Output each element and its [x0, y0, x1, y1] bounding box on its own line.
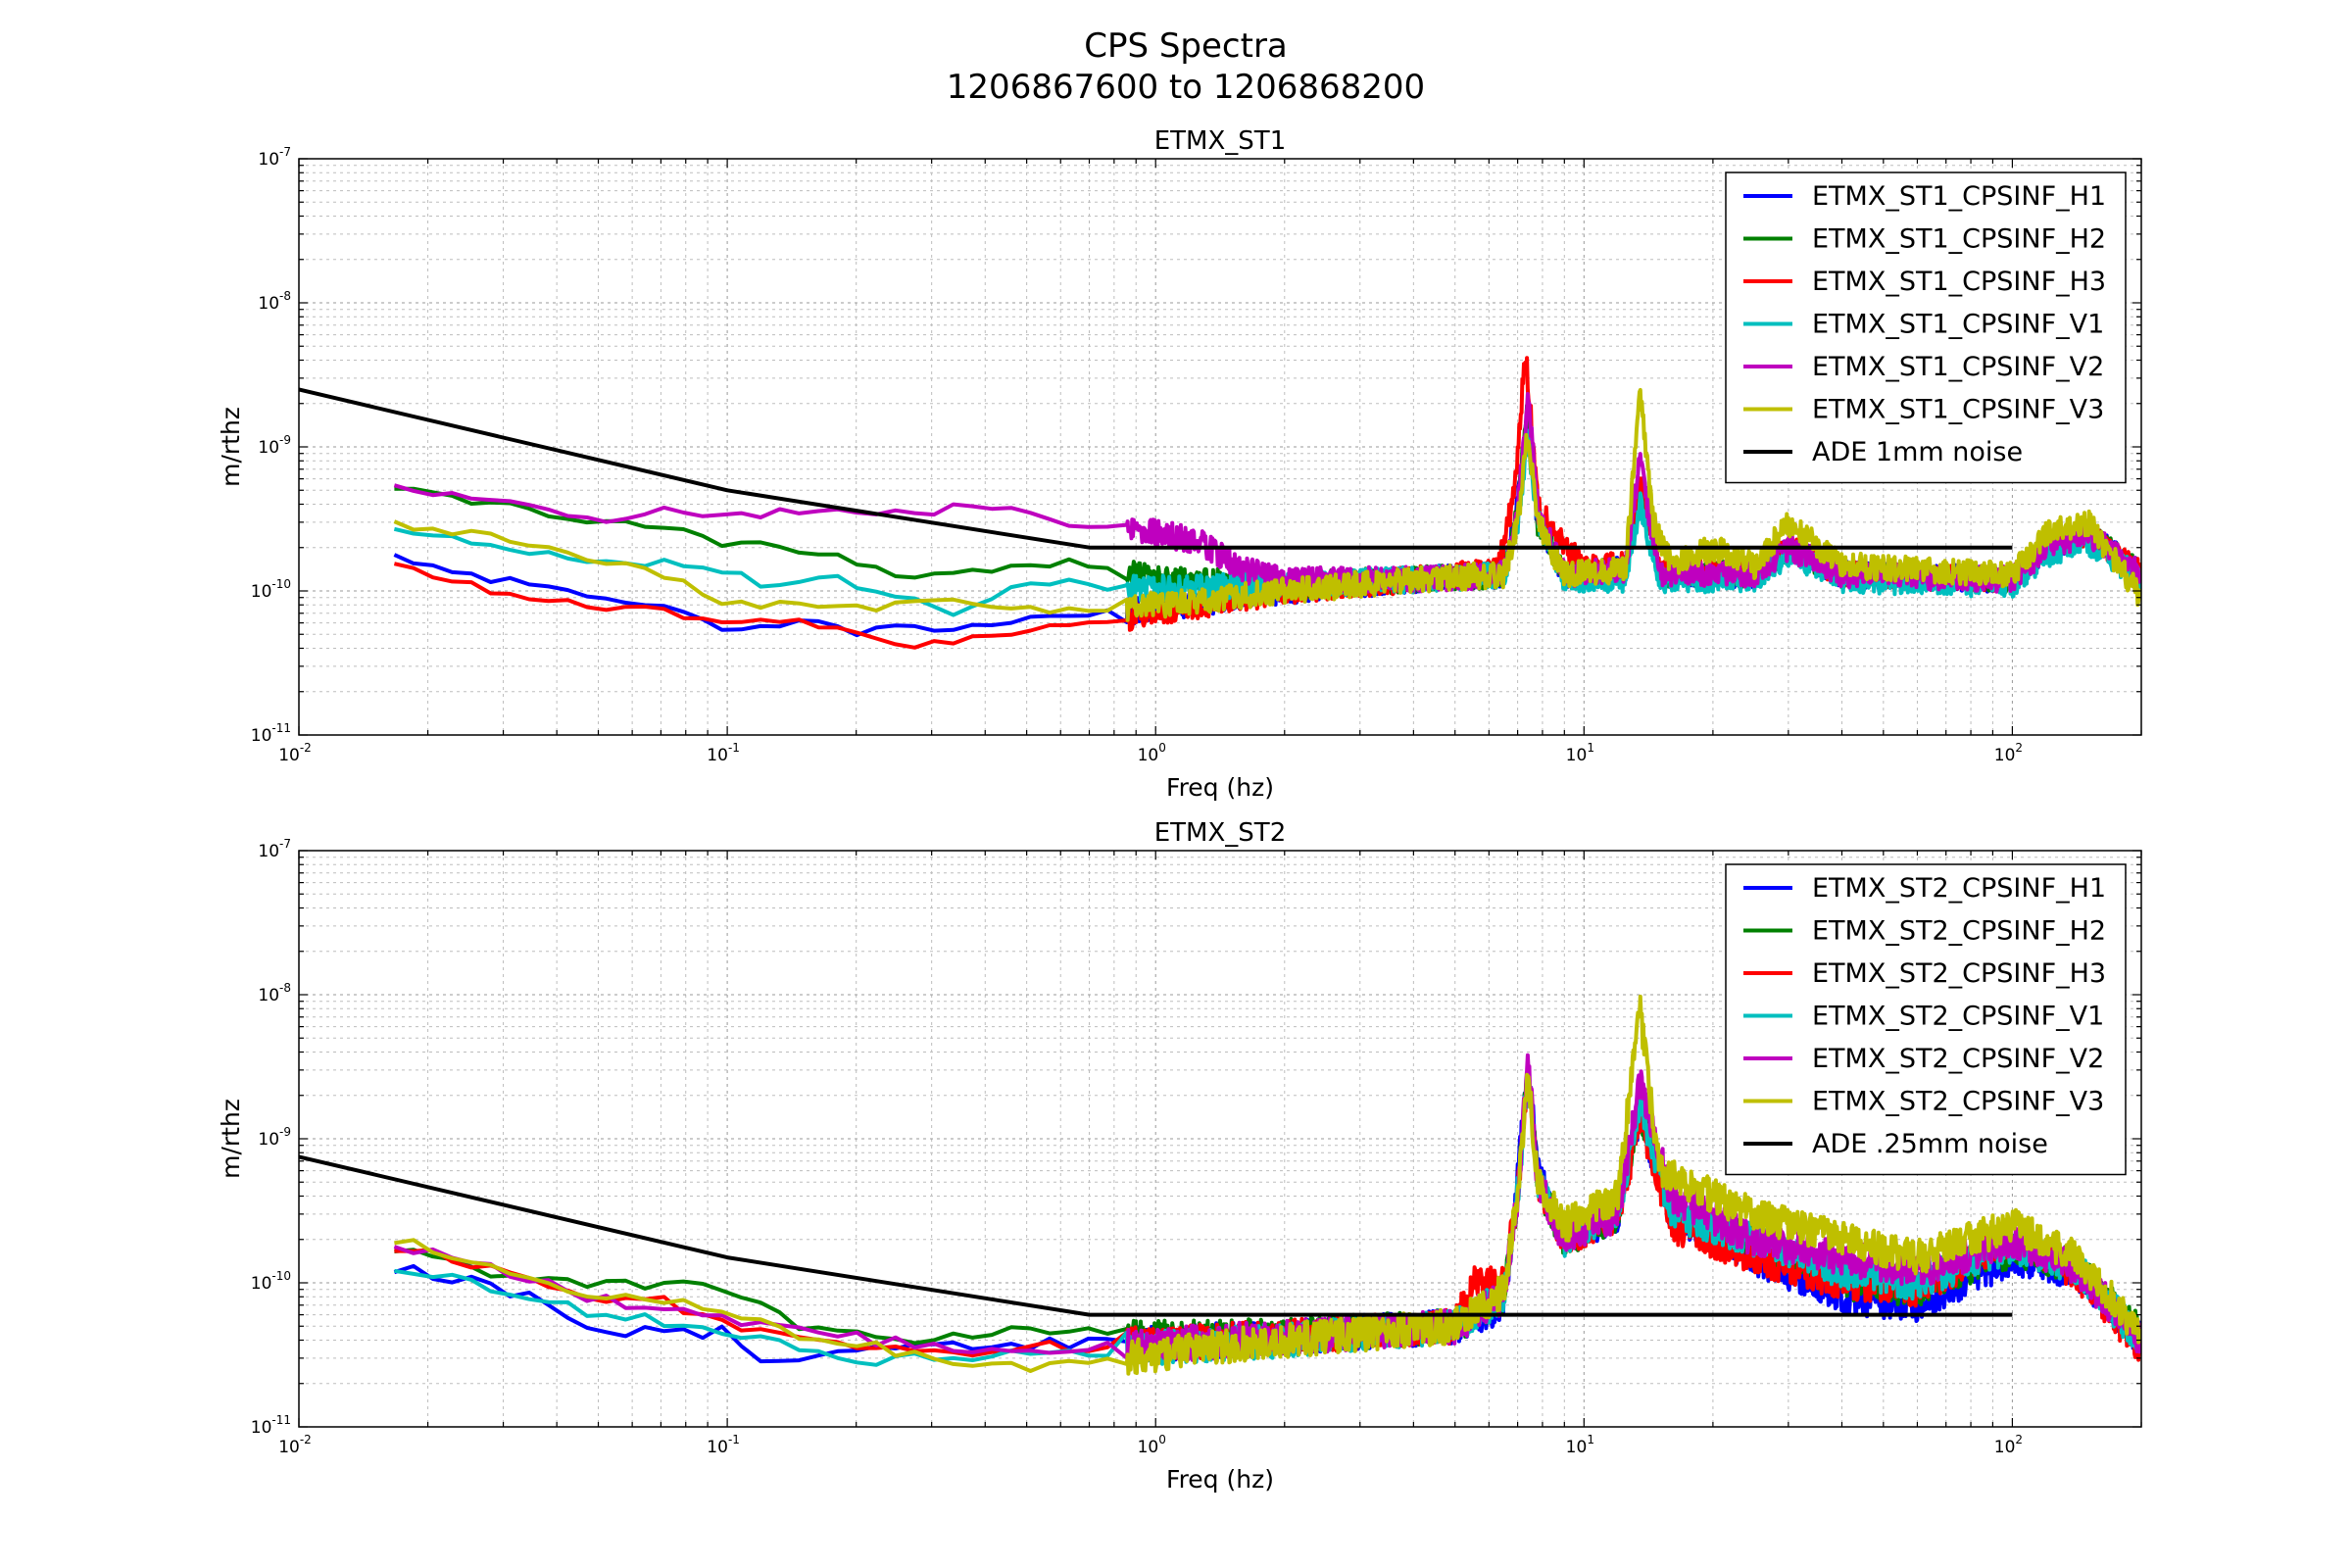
legend-item-etmx-st2-cpsinf-h1: ETMX_ST2_CPSINF_H1 — [1743, 873, 2106, 904]
x-tick-label: 10-1 — [707, 1433, 740, 1457]
legend: ETMX_ST1_CPSINF_H1 ETMX_ST1_CPSINF_H2 ETMX… — [1725, 172, 2127, 484]
series-group — [299, 356, 2141, 650]
x-tick-label: 10-2 — [278, 741, 312, 765]
series-line-etmx-st1-cpsinf-v3 — [393, 387, 2141, 622]
x-tick-label: 100 — [1138, 1433, 1166, 1457]
legend-item-etmx-st2-cpsinf-h2: ETMX_ST2_CPSINF_H2 — [1743, 916, 2106, 947]
x-tick-label: 101 — [1566, 741, 1594, 765]
subplot-title: ETMX_ST2 — [1154, 818, 1286, 848]
y-tick-label: 10-10 — [251, 577, 291, 602]
x-tick-label: 10-1 — [707, 741, 740, 765]
legend-label: ETMX_ST1_CPSINF_V3 — [1812, 395, 2104, 425]
legend-label: ADE .25mm noise — [1812, 1129, 2048, 1159]
legend-label: ETMX_ST1_CPSINF_H3 — [1812, 267, 2106, 297]
y-tick-label: 10-7 — [258, 145, 291, 170]
legend-label: ADE 1mm noise — [1812, 437, 2023, 467]
y-tick-label: 10-10 — [251, 1269, 291, 1294]
legend-label: ETMX_ST1_CPSINF_H1 — [1812, 181, 2106, 212]
figure-title-line1: CPS Spectra — [1084, 26, 1288, 66]
x-tick-label: 102 — [1994, 1433, 2023, 1457]
y-tick-label: 10-11 — [251, 721, 291, 746]
legend-label: ETMX_ST2_CPSINF_V2 — [1812, 1044, 2104, 1074]
subplot-title: ETMX_ST1 — [1154, 126, 1286, 156]
y-tick-label: 10-7 — [258, 837, 291, 861]
legend-item-etmx-st1-cpsinf-v1: ETMX_ST1_CPSINF_V1 — [1743, 310, 2104, 340]
legend-box — [1725, 172, 2127, 484]
x-tick-label: 102 — [1994, 741, 2023, 765]
y-axis-label: m/rthz — [217, 407, 245, 487]
ticks — [298, 158, 2142, 736]
legend-label: ETMX_ST1_CPSINF_H2 — [1812, 224, 2106, 255]
legend-item-etmx-st2-cpsinf-v2: ETMX_ST2_CPSINF_V2 — [1743, 1044, 2104, 1074]
legend: ETMX_ST2_CPSINF_H1 ETMX_ST2_CPSINF_H2 ETMX… — [1725, 863, 2127, 1176]
legend-item-etmx-st1-cpsinf-h3: ETMX_ST1_CPSINF_H3 — [1743, 267, 2106, 297]
x-axis-label: Freq (hz) — [1166, 1465, 1274, 1494]
legend-label: ETMX_ST2_CPSINF_V1 — [1812, 1002, 2104, 1032]
x-tick-label: 10-2 — [278, 1433, 312, 1457]
legend-item-etmx-st1-cpsinf-v3: ETMX_ST1_CPSINF_V3 — [1743, 395, 2104, 425]
legend-label: ETMX_ST1_CPSINF_V2 — [1812, 352, 2104, 382]
series-line-ade-1mm-noise — [299, 387, 2013, 550]
y-axis-label: m/rthz — [217, 1099, 245, 1179]
x-tick-label: 100 — [1138, 741, 1166, 765]
legend-label: ETMX_ST2_CPSINF_H1 — [1812, 873, 2106, 904]
legend-label: ETMX_ST2_CPSINF_H3 — [1812, 958, 2106, 989]
subplot-etmx-st2: 10-2 10-1 100 101 102 10-11 10-10 10-9 10-8 10-7 E… — [217, 818, 2142, 1494]
figure-title-line2: 1206867600 to 1206868200 — [947, 68, 1425, 107]
legend-item-etmx-st2-cpsinf-v1: ETMX_ST2_CPSINF_V1 — [1743, 1002, 2104, 1032]
series-line-etmx-st2-cpsinf-v3 — [394, 994, 2141, 1376]
legend-item-etmx-st2-cpsinf-v3: ETMX_ST2_CPSINF_V3 — [1743, 1087, 2104, 1117]
legend-item-etmx-st1-cpsinf-h2: ETMX_ST1_CPSINF_H2 — [1743, 224, 2106, 255]
subplot-etmx-st1: 10-2 10-1 100 101 102 10-11 10-10 10-9 10-8 10-7 E… — [217, 126, 2142, 802]
legend-item-etmx-st1-cpsinf-h1: ETMX_ST1_CPSINF_H1 — [1743, 181, 2106, 212]
series-line-ade-25mm-noise — [299, 1154, 2013, 1317]
legend-item-etmx-st1-cpsinf-v2: ETMX_ST1_CPSINF_V2 — [1743, 352, 2104, 382]
y-tick-label: 10-11 — [251, 1413, 291, 1438]
legend-label: ETMX_ST2_CPSINF_V3 — [1812, 1087, 2104, 1117]
series-group — [299, 994, 2141, 1376]
legend-item-ade-1mm-noise: ADE 1mm noise — [1743, 437, 2023, 467]
legend-label: ETMX_ST2_CPSINF_H2 — [1812, 916, 2106, 947]
legend-box — [1725, 863, 2127, 1176]
legend-item-ade-25mm-noise: ADE .25mm noise — [1743, 1129, 2048, 1159]
y-tick-label: 10-9 — [258, 433, 291, 458]
x-tick-label: 101 — [1566, 1433, 1594, 1457]
legend-item-etmx-st2-cpsinf-h3: ETMX_ST2_CPSINF_H3 — [1743, 958, 2106, 989]
y-tick-label: 10-9 — [258, 1125, 291, 1150]
ticks — [298, 850, 2142, 1428]
y-tick-label: 10-8 — [258, 289, 291, 314]
legend-label: ETMX_ST1_CPSINF_V1 — [1812, 310, 2104, 340]
y-tick-label: 10-8 — [258, 981, 291, 1005]
x-axis-label: Freq (hz) — [1166, 773, 1274, 802]
